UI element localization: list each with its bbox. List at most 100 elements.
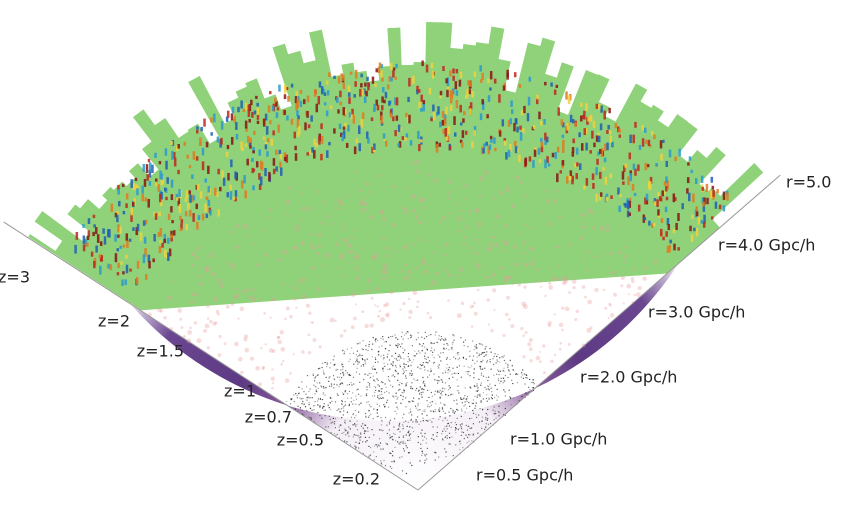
density-speck — [421, 60, 424, 67]
density-speck — [315, 103, 319, 113]
filament — [218, 282, 224, 288]
density-speck — [384, 140, 388, 147]
filament — [325, 214, 330, 218]
density-speck — [641, 138, 645, 147]
density-speck — [299, 100, 303, 107]
halo-point — [522, 369, 524, 371]
filament — [404, 263, 408, 267]
halo-point — [439, 389, 441, 392]
filament — [636, 292, 641, 298]
filament — [376, 305, 379, 308]
halo-point — [439, 416, 441, 418]
halo-point — [432, 362, 435, 364]
halo-point — [324, 387, 326, 389]
halo-point — [375, 455, 377, 458]
halo-point — [405, 363, 407, 366]
density-speck — [159, 170, 162, 180]
density-speck — [168, 248, 172, 257]
halo-point — [464, 395, 466, 397]
density-speck — [185, 190, 189, 198]
halo-point — [301, 403, 303, 405]
filament — [270, 376, 275, 381]
halo-point — [301, 413, 303, 415]
filament — [477, 226, 480, 229]
filament — [212, 296, 218, 302]
halo-point — [418, 423, 420, 425]
halo-point — [424, 369, 426, 371]
density-speck — [252, 150, 255, 154]
halo-point — [363, 430, 366, 432]
halo-point — [405, 383, 407, 385]
halo-point — [399, 381, 401, 384]
halo-point — [354, 424, 356, 426]
halo-point — [405, 406, 407, 408]
halo-point — [368, 343, 370, 346]
density-speck — [323, 92, 327, 96]
halo-point — [436, 391, 439, 393]
halo-point — [426, 453, 428, 455]
density-speck — [122, 244, 126, 248]
halo-point — [476, 356, 478, 358]
density-speck — [133, 198, 136, 207]
density-speck — [264, 167, 267, 177]
density-speck — [449, 94, 453, 104]
halo-point — [322, 387, 325, 389]
halo-point — [317, 398, 319, 400]
halo-point — [433, 357, 435, 359]
halo-point — [430, 350, 432, 352]
halo-point — [398, 389, 400, 391]
density-speck — [93, 260, 96, 269]
density-speck — [482, 101, 485, 110]
density-speck — [700, 175, 704, 183]
halo-point — [349, 428, 351, 430]
density-speck — [248, 118, 251, 123]
halo-point — [378, 398, 380, 400]
density-speck — [375, 99, 378, 106]
halo-point — [368, 340, 371, 343]
density-speck — [270, 138, 274, 146]
halo-point — [438, 364, 440, 366]
filament — [416, 305, 419, 309]
halo-point — [482, 375, 485, 377]
halo-point — [370, 372, 372, 375]
filament — [301, 294, 307, 300]
filament — [551, 276, 557, 282]
halo-point — [391, 375, 393, 377]
halo-point — [425, 358, 428, 360]
density-speck — [458, 79, 462, 87]
density-speck — [352, 115, 356, 124]
halo-point — [486, 418, 489, 420]
filament — [243, 334, 249, 339]
filament — [384, 302, 390, 307]
density-speck — [437, 106, 440, 115]
density-speck — [286, 115, 289, 121]
halo-point — [328, 407, 330, 409]
density-speck — [439, 90, 443, 96]
halo-point — [382, 358, 384, 360]
filament — [429, 264, 433, 268]
density-speck — [296, 99, 299, 109]
halo-point — [395, 392, 397, 394]
halo-point — [374, 361, 377, 363]
halo-point — [482, 352, 484, 354]
halo-point — [476, 396, 478, 398]
filament — [324, 252, 330, 258]
density-speck — [407, 96, 410, 102]
halo-point — [376, 403, 378, 405]
halo-point — [479, 365, 481, 367]
filament — [331, 223, 334, 226]
halo-point — [478, 378, 480, 380]
density-speck — [217, 209, 220, 217]
halo-point — [444, 448, 446, 450]
filament — [309, 232, 313, 236]
halo-point — [466, 396, 469, 398]
filament — [522, 304, 528, 310]
halo-point — [372, 418, 374, 420]
density-speck — [633, 192, 637, 197]
filament — [426, 284, 430, 287]
density-speck — [275, 149, 278, 155]
halo-point — [441, 379, 443, 381]
halo-point — [349, 444, 352, 446]
halo-point — [388, 350, 390, 352]
halo-point — [408, 433, 411, 435]
